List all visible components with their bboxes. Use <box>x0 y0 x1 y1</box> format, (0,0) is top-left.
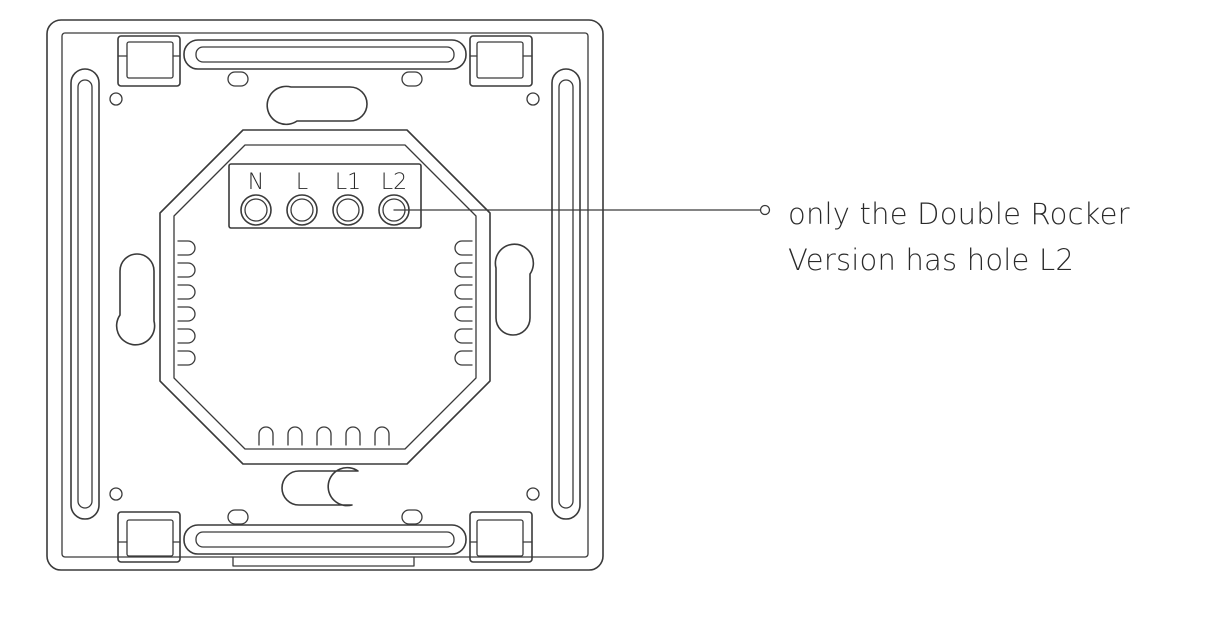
terminal-label-l: L <box>296 170 308 195</box>
oval-holes <box>227 71 423 525</box>
top-slot <box>183 39 467 70</box>
terminal-hole-n <box>240 194 272 226</box>
terminal-label-l2: L2 <box>381 170 407 195</box>
corner-clip-bottom-right <box>469 511 533 563</box>
callout-line-2: Version has hole L2 <box>788 243 1074 277</box>
right-tabs <box>454 240 473 366</box>
terminal-hole-l1 <box>332 194 364 226</box>
corner-clip-bottom-left <box>117 511 181 563</box>
terminal-label-l1: L1 <box>335 170 361 195</box>
terminal-block <box>228 163 422 229</box>
terminal-label-n: N <box>248 170 264 195</box>
keyhole-left <box>115 253 156 346</box>
callout-leader <box>393 204 771 216</box>
small-holes <box>109 92 540 501</box>
left-tabs <box>177 240 196 366</box>
right-slot <box>551 68 581 520</box>
plate-outline <box>46 19 604 571</box>
callout-text: only the Double Rocker Version has hole … <box>788 191 1188 283</box>
keyhole-bottom <box>281 466 359 507</box>
corner-clip-top-left <box>117 35 181 87</box>
terminal-hole-l <box>286 194 318 226</box>
callout-line-1: only the Double Rocker <box>788 197 1130 231</box>
bottom-tabs <box>258 426 390 446</box>
corner-clip-top-right <box>469 35 533 87</box>
keyhole-top <box>266 85 368 126</box>
left-slot <box>70 68 100 520</box>
bottom-slot <box>183 524 467 567</box>
keyhole-right <box>494 243 535 336</box>
central-housing <box>159 129 491 465</box>
